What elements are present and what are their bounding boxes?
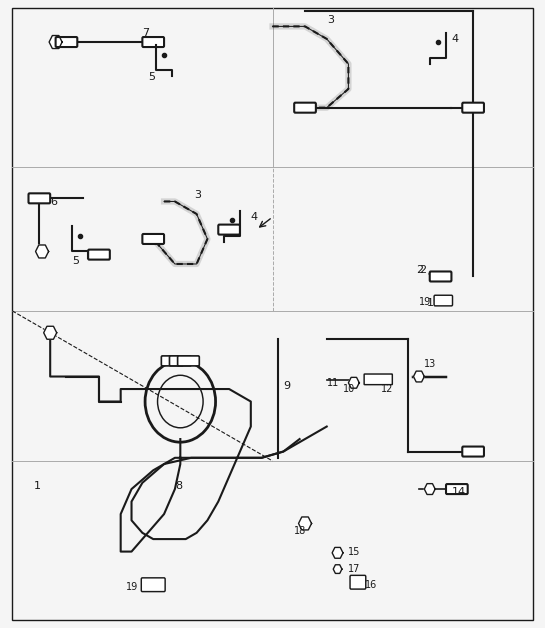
FancyBboxPatch shape — [56, 37, 77, 47]
FancyBboxPatch shape — [446, 484, 468, 494]
FancyBboxPatch shape — [219, 225, 240, 235]
FancyBboxPatch shape — [350, 575, 366, 589]
Text: 8: 8 — [175, 481, 182, 491]
Text: 2: 2 — [416, 266, 433, 276]
Text: 14: 14 — [451, 487, 465, 497]
FancyBboxPatch shape — [294, 102, 316, 112]
Polygon shape — [425, 484, 435, 494]
Text: 5: 5 — [148, 72, 155, 82]
Text: 1: 1 — [34, 481, 41, 491]
Text: 2: 2 — [419, 266, 426, 275]
FancyBboxPatch shape — [88, 249, 110, 259]
Text: 3: 3 — [326, 15, 334, 25]
Text: 4: 4 — [451, 34, 458, 44]
FancyBboxPatch shape — [434, 295, 452, 306]
Text: 5: 5 — [72, 256, 79, 266]
FancyBboxPatch shape — [462, 102, 484, 112]
Text: 9: 9 — [283, 381, 290, 391]
Polygon shape — [348, 377, 359, 388]
Polygon shape — [332, 548, 343, 558]
FancyBboxPatch shape — [28, 193, 50, 203]
Text: 17: 17 — [348, 563, 361, 573]
FancyBboxPatch shape — [169, 356, 191, 366]
Text: 16: 16 — [365, 580, 377, 590]
Text: 11: 11 — [326, 378, 339, 388]
Polygon shape — [333, 565, 342, 573]
Text: 6: 6 — [50, 197, 57, 207]
FancyBboxPatch shape — [141, 578, 165, 592]
Polygon shape — [414, 371, 425, 382]
Polygon shape — [35, 245, 49, 258]
Polygon shape — [49, 36, 62, 48]
FancyBboxPatch shape — [161, 356, 183, 366]
FancyBboxPatch shape — [430, 271, 451, 281]
Text: 19: 19 — [419, 296, 431, 306]
Polygon shape — [44, 327, 57, 339]
Text: 15: 15 — [348, 547, 361, 556]
Text: 4: 4 — [251, 212, 258, 222]
Text: 13: 13 — [425, 359, 437, 369]
Text: 3: 3 — [194, 190, 201, 200]
FancyBboxPatch shape — [178, 356, 199, 366]
Text: 12: 12 — [381, 384, 393, 394]
Text: 18: 18 — [294, 526, 306, 536]
FancyBboxPatch shape — [462, 447, 484, 457]
Polygon shape — [299, 517, 312, 530]
FancyBboxPatch shape — [142, 37, 164, 47]
Text: 7: 7 — [142, 28, 149, 38]
Text: 19: 19 — [126, 582, 138, 592]
Text: 10: 10 — [343, 384, 355, 394]
FancyBboxPatch shape — [364, 374, 392, 385]
FancyBboxPatch shape — [142, 234, 164, 244]
Text: 19: 19 — [427, 298, 441, 308]
